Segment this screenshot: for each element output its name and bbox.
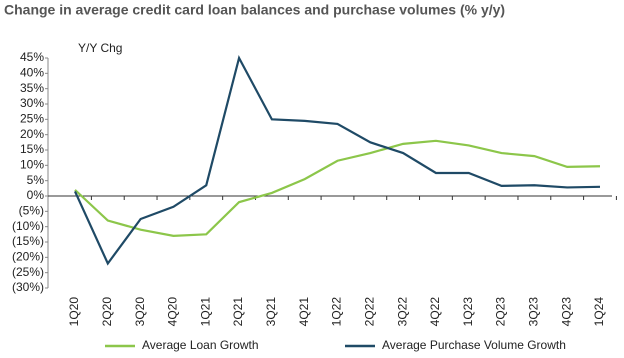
y-tick-label: (30%) <box>12 280 44 294</box>
x-tick-label: 1Q22 <box>330 297 344 327</box>
x-tick-label: 4Q20 <box>166 297 180 327</box>
y-tick-label: 0% <box>27 188 45 202</box>
x-tick-label: 4Q23 <box>559 297 573 327</box>
y-tick-label: 45% <box>20 50 44 64</box>
x-tick-label: 2Q22 <box>362 297 376 327</box>
chart-title: Change in average credit card loan balan… <box>4 2 505 18</box>
y-tick-label: 20% <box>20 127 44 141</box>
x-tick-label: 4Q21 <box>297 297 311 327</box>
x-tick-label: 3Q21 <box>264 297 278 327</box>
x-tick-label: 1Q21 <box>198 297 212 327</box>
y-tick-label: (15%) <box>12 234 44 248</box>
series-line <box>73 54 601 266</box>
y-axis-label: Y/Y Chg <box>78 41 122 55</box>
x-tick-label: 1Q20 <box>67 297 81 327</box>
x-tick-label: 2Q21 <box>231 297 245 327</box>
x-tick-label: 3Q23 <box>527 297 541 327</box>
x-tick-label: 2Q20 <box>100 297 114 327</box>
series-line <box>74 139 601 237</box>
x-tick-label: 3Q22 <box>395 297 409 327</box>
y-tick-label: 10% <box>20 158 44 172</box>
legend-label: Average Loan Growth <box>142 338 259 352</box>
y-tick-label: (20%) <box>12 250 44 264</box>
x-tick-label: 3Q20 <box>133 297 147 327</box>
legend-label: Average Purchase Volume Growth <box>382 338 566 352</box>
x-tick-label: 1Q23 <box>461 297 475 327</box>
y-tick-label: (25%) <box>12 265 44 279</box>
y-tick-label: 25% <box>20 112 44 126</box>
x-tick-label: 2Q23 <box>494 297 508 327</box>
y-tick-label: 30% <box>20 96 44 110</box>
y-tick-label: 40% <box>20 66 44 80</box>
y-tick-label: 5% <box>27 173 45 187</box>
x-tick-label: 4Q22 <box>428 297 442 327</box>
y-tick-label: (10%) <box>12 219 44 233</box>
y-tick-label: 15% <box>20 142 44 156</box>
y-tick-label: (5%) <box>19 204 44 218</box>
x-tick-label: 1Q24 <box>592 297 606 327</box>
y-tick-label: 35% <box>20 81 44 95</box>
